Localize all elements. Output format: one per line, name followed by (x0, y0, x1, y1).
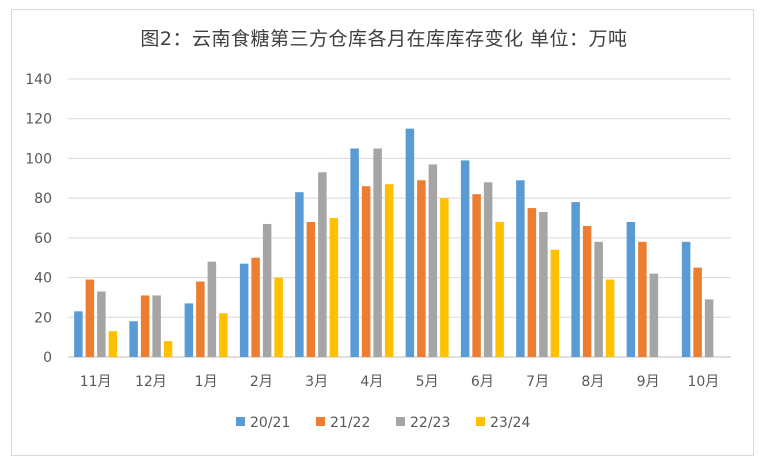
bar-23-24-8 (550, 249, 560, 357)
bars (74, 128, 714, 357)
bar-20-21-1 (129, 321, 138, 357)
bar-20-21-4 (295, 192, 304, 357)
bar-23-24-7 (495, 221, 504, 357)
x-tick-label: 11月 (80, 374, 112, 390)
bar-21-22-9 (582, 225, 592, 357)
legend-label: 23/24 (490, 415, 530, 431)
x-axis-ticks: 11月 12月 1月 2月 3月 4月 5月 6月 7月 8月 9月 10月 (80, 374, 720, 390)
bar-23-24-5 (384, 184, 394, 357)
legend-swatch (316, 417, 325, 426)
bar-21-22-6 (417, 180, 426, 357)
x-tick-label: 9月 (637, 374, 660, 390)
bar-22-23-9 (594, 241, 603, 357)
bar-20-21-10 (626, 221, 636, 357)
x-tick-label: 6月 (471, 374, 494, 390)
legend-swatch (476, 417, 485, 426)
bar-21-22-10 (638, 241, 647, 357)
bar-20-21-8 (516, 180, 525, 357)
legend-label: 22/23 (410, 415, 450, 431)
bar-23-24-2 (219, 313, 228, 357)
y-tick-label: 80 (34, 191, 52, 207)
bar-21-22-11 (693, 267, 702, 357)
y-axis-ticks: 0 20 40 60 80 100 120 140 (25, 72, 52, 366)
y-tick-label: 60 (34, 231, 52, 247)
bar-23-24-1 (163, 341, 173, 357)
bar-22-23-7 (483, 182, 493, 357)
y-tick-label: 120 (25, 112, 52, 128)
y-tick-label: 140 (25, 72, 52, 88)
bar-21-22-3 (251, 257, 260, 357)
legend-label: 20/21 (250, 415, 290, 431)
bar-23-24-9 (605, 279, 615, 357)
legend-swatch (396, 417, 405, 426)
bar-22-23-6 (428, 164, 438, 357)
bar-21-22-5 (361, 186, 371, 357)
bar-21-22-7 (472, 194, 481, 357)
y-tick-label: 0 (43, 350, 52, 366)
bar-21-22-0 (85, 279, 95, 357)
bar-22-23-3 (262, 223, 272, 357)
legend-label: 21/22 (330, 415, 370, 431)
chart-title: 图2：云南食糖第三方仓库各月在库库存变化 单位：万吨 (140, 28, 628, 50)
bar-23-24-3 (274, 277, 283, 357)
bar-23-24-4 (329, 218, 339, 357)
bar-23-24-6 (440, 198, 449, 357)
bar-20-21-2 (184, 303, 194, 357)
legend-swatch (236, 417, 245, 426)
bar-22-23-10 (649, 273, 659, 357)
x-tick-label: 12月 (135, 374, 167, 390)
bar-22-23-0 (97, 291, 106, 357)
x-tick-label: 8月 (581, 374, 604, 390)
y-tick-label: 40 (34, 271, 52, 287)
x-tick-label: 3月 (305, 374, 328, 390)
y-tick-label: 20 (34, 310, 52, 326)
x-tick-label: 2月 (250, 374, 273, 390)
x-tick-label: 5月 (416, 374, 439, 390)
bar-20-21-5 (350, 148, 359, 357)
bar-21-22-1 (140, 295, 150, 357)
bar-22-23-2 (207, 261, 217, 357)
bar-22-23-1 (152, 295, 161, 357)
bar-20-21-0 (74, 311, 83, 357)
bar-21-22-4 (306, 221, 316, 357)
bar-20-21-6 (405, 128, 415, 357)
x-tick-label: 1月 (195, 374, 218, 390)
bar-21-22-2 (196, 281, 205, 357)
bar-20-21-7 (460, 160, 470, 357)
legend: 20/21 21/22 22/23 23/24 (236, 415, 530, 431)
bar-20-21-9 (571, 202, 580, 357)
x-tick-label: 7月 (526, 374, 549, 390)
bar-23-24-0 (108, 331, 118, 357)
gridlines (68, 78, 731, 358)
bar-22-23-8 (539, 212, 548, 357)
x-tick-label: 4月 (360, 374, 383, 390)
bar-21-22-8 (527, 208, 537, 357)
y-tick-label: 100 (25, 151, 52, 167)
bar-20-21-11 (681, 241, 691, 357)
bar-22-23-5 (373, 148, 382, 357)
bar-22-23-4 (318, 172, 327, 357)
bar-22-23-11 (704, 299, 714, 357)
bar-20-21-3 (239, 263, 249, 357)
x-tick-label: 10月 (687, 374, 719, 390)
